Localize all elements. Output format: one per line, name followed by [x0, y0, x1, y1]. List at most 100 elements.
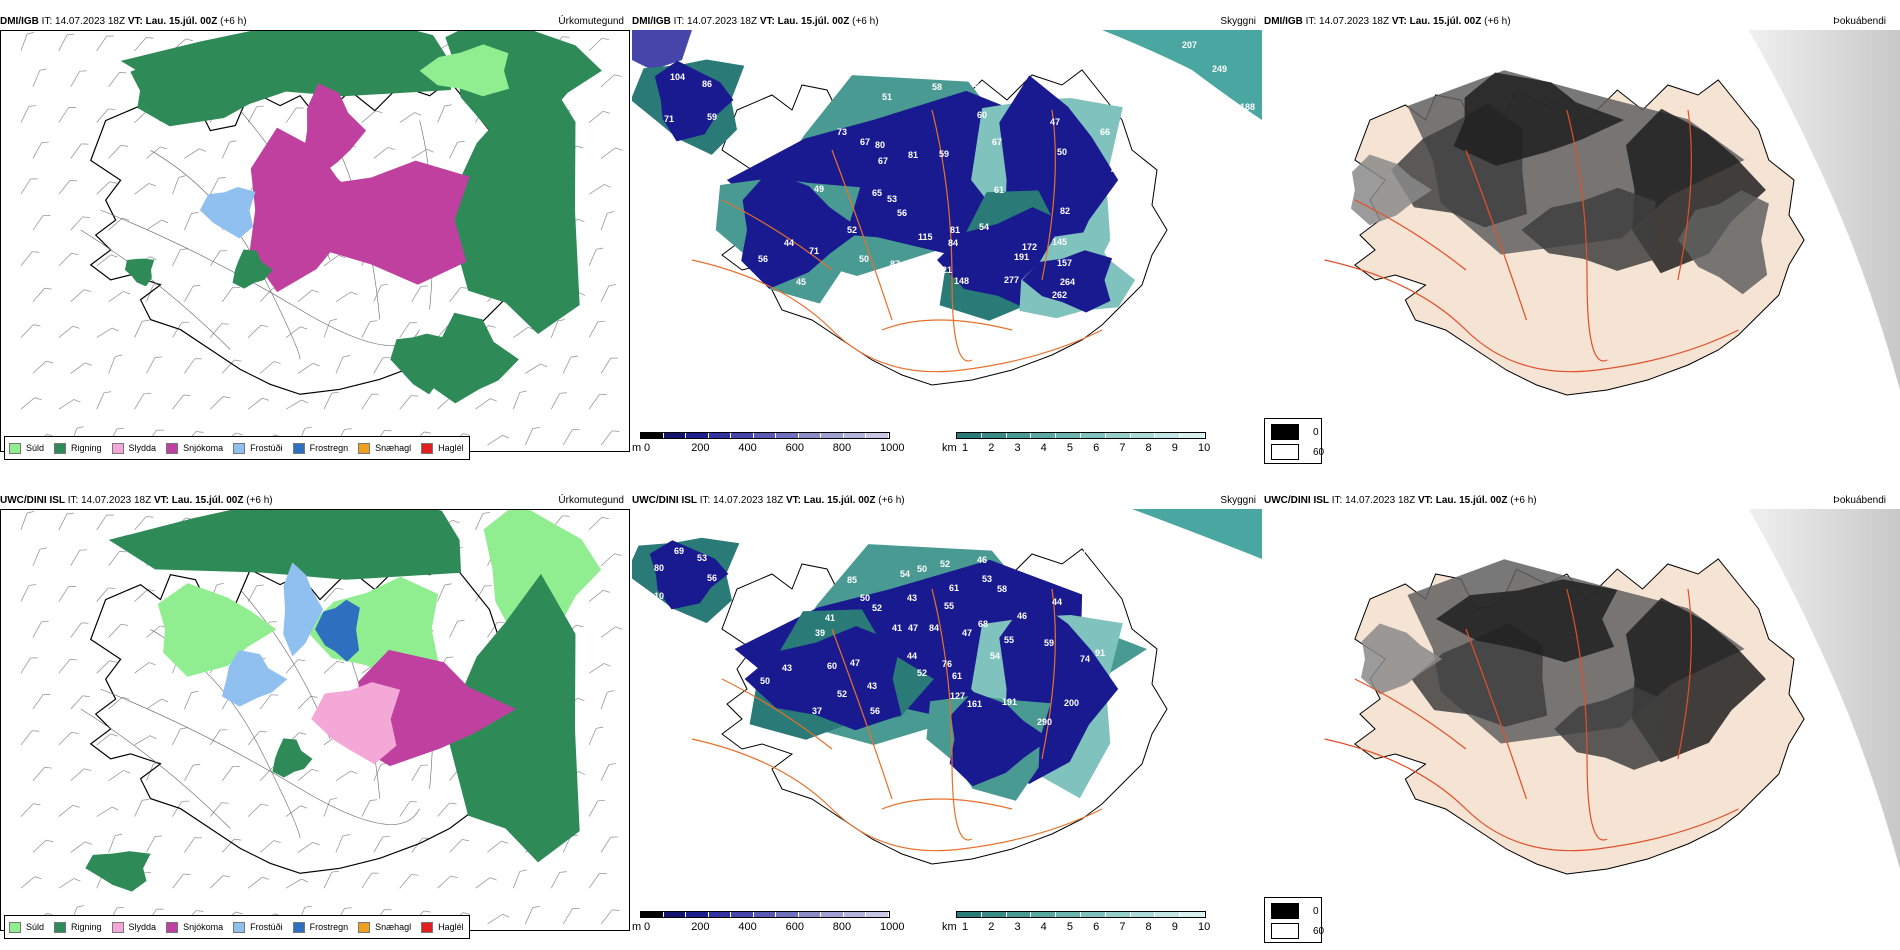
precip-area [124, 258, 155, 287]
wind-barb [399, 874, 419, 889]
cloudbase-value: 60 [977, 110, 987, 120]
wind-barb [32, 360, 54, 374]
legend-swatch [111, 442, 124, 454]
cloudbase-value: 71 [809, 246, 819, 256]
legend-swatch [111, 921, 124, 933]
colorbar-segment [1080, 433, 1106, 438]
colorbar-segment [981, 912, 1007, 917]
fog-area [1436, 579, 1618, 663]
legend-item: Rigning [54, 442, 102, 454]
wind-barb [146, 219, 169, 231]
fog-key: 0 60 [1264, 418, 1324, 464]
colorbar-segment [798, 912, 822, 917]
cloudbase-value: 65 [872, 188, 882, 198]
cloudbase-value: 41 [825, 613, 835, 623]
colorbar-segment [843, 912, 867, 917]
colorbar-segment [641, 912, 664, 917]
wind-barb [108, 833, 123, 853]
road [80, 708, 231, 829]
cloudbase-value: 43 [907, 593, 917, 603]
wind-barb [600, 147, 623, 159]
legend-label: Snæhagl [375, 922, 412, 932]
precip-area [311, 682, 401, 765]
cloudbase-value: 43 [867, 681, 877, 691]
wind-barb [184, 764, 201, 781]
legend-label: Rigning [71, 443, 102, 453]
panel-header: DMI/IGB IT: 14.07.2023 18Z VT: Lau. 15.j… [1264, 16, 1886, 27]
wind-barb [285, 399, 309, 410]
wind-barb [525, 363, 548, 374]
cloudbase-value: 84 [948, 238, 958, 248]
precip-legend: Súld Rigning Slydda Snjókoma Frostúði Frostre… [4, 915, 470, 939]
precip-area [272, 738, 313, 778]
wind-barb [184, 285, 201, 302]
wind-barb [600, 430, 620, 446]
wind-barb [70, 362, 93, 374]
cloudbase-value: 115 [918, 232, 933, 242]
precip-area [157, 583, 277, 677]
wind-barb [487, 840, 509, 853]
cloudbase-area [741, 170, 862, 289]
wind-barb [600, 690, 615, 710]
precip-area [390, 333, 445, 395]
wind-barb [373, 283, 389, 302]
cloudbase-value: 200 [1064, 698, 1079, 708]
wind-barb [146, 698, 169, 710]
precip-area [283, 562, 324, 657]
panel-header: DMI/IGB IT: 14.07.2023 18Z VT: Lau. 15.j… [632, 16, 1256, 27]
wind-barb [20, 876, 42, 889]
wind-barb [146, 625, 168, 638]
wind-barb [449, 839, 470, 853]
legend-item: Snæhagl [358, 442, 411, 454]
cloudbase-value: 67 [878, 156, 888, 166]
cloudbase-value: 61 [949, 583, 959, 593]
colorbar-tick-label: 400 [738, 921, 757, 933]
fog-key-item: 0 [1271, 903, 1319, 919]
visibility-sea-area [1132, 509, 1262, 559]
precip-areas [85, 510, 602, 892]
cloudbase-value: 47 [908, 623, 918, 633]
precip-area [290, 160, 470, 285]
wind-barb [32, 214, 51, 231]
cloudbase-value: 54 [900, 569, 910, 579]
cloudbase-value: 66 [1100, 127, 1110, 137]
legend-swatch [9, 921, 21, 933]
colorbar-tick-label: 1 [962, 921, 969, 933]
wind-barb [210, 323, 229, 338]
wind-barb [20, 584, 36, 602]
wind-barb [184, 358, 202, 374]
cloudbase-value: 277 [1004, 275, 1019, 285]
wind-barb [134, 319, 150, 338]
colorbar-segment [641, 433, 664, 438]
fog-key-swatch [1271, 903, 1299, 919]
wind-barb [221, 838, 242, 853]
cloudbase-value: 127 [950, 691, 965, 701]
wind-barb [134, 798, 150, 817]
cloudbase-value: 61 [994, 185, 1004, 195]
cloudbase-value: 61 [952, 671, 962, 681]
cloudbase-value: 81 [908, 150, 918, 160]
wind-barb [108, 696, 130, 710]
colorbar-segment [1130, 912, 1156, 917]
wind-barb [108, 770, 131, 782]
legend-label: Haglél [438, 922, 464, 932]
legend-item: Snjókoma [166, 921, 223, 933]
wind-barb [172, 727, 188, 746]
wind-barb [285, 326, 308, 338]
cloudbase-value: 54 [990, 651, 1000, 661]
cloudbase-value: 91 [1095, 648, 1105, 658]
legend-item: Frostregn [292, 442, 348, 454]
wind-barb [285, 878, 309, 889]
precip-area [303, 83, 367, 177]
fog-map-svg [1264, 509, 1900, 897]
cloudbase-value: 52 [917, 668, 927, 678]
legend-label: Rigning [71, 922, 102, 932]
fog-key-swatch [1271, 444, 1299, 460]
wind-barb [588, 184, 611, 195]
legend-label: Súld [26, 443, 45, 453]
cloudbase-value: 39 [815, 628, 825, 638]
cloudbase-value: 54 [974, 82, 984, 92]
colorbar-segment [1056, 912, 1081, 917]
fog-key-label: 0 [1313, 426, 1319, 438]
